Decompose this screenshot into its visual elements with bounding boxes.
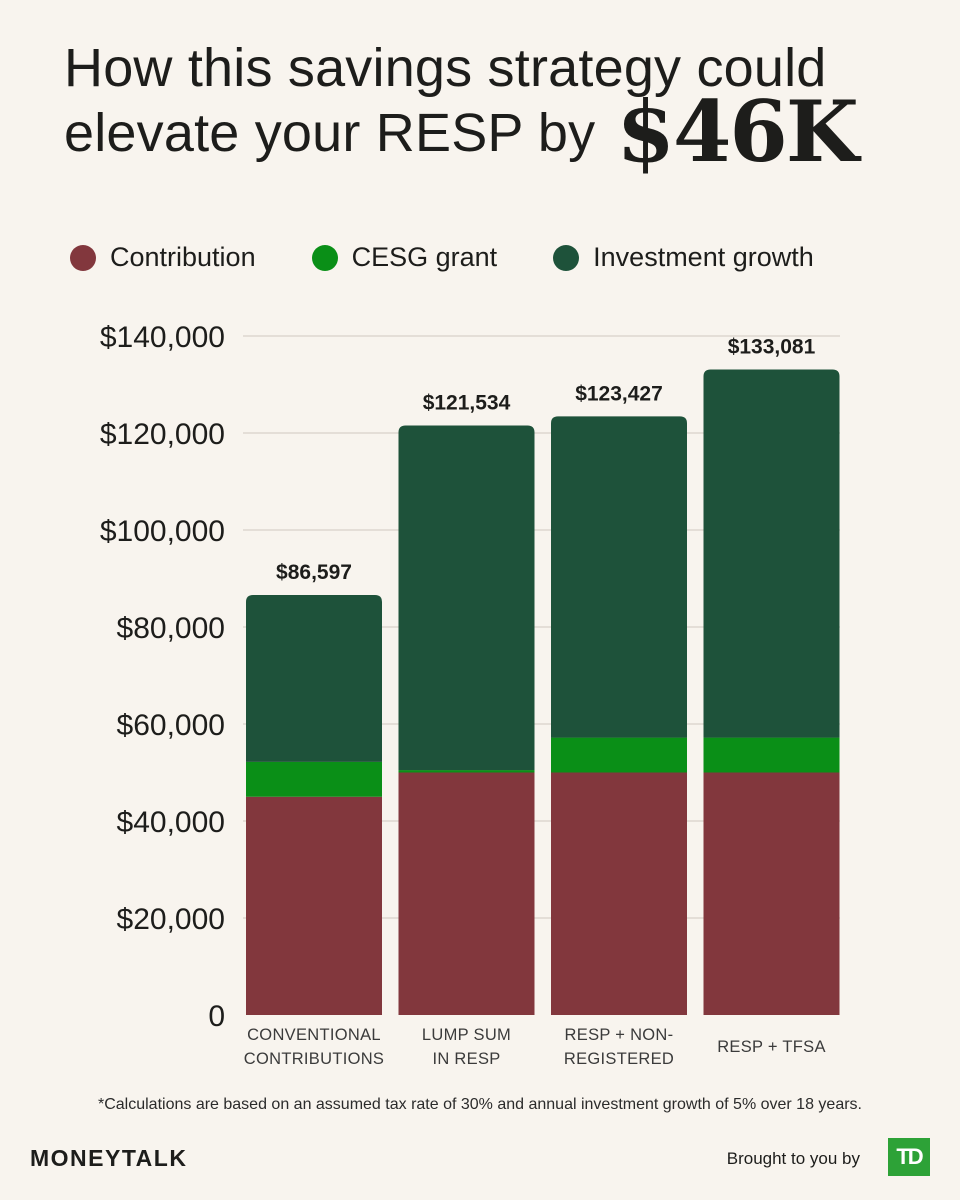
bar-total-label: $123,427 [575, 382, 663, 405]
legend-swatch-cesg-grant [311, 244, 338, 271]
bar-segment-contribution [551, 772, 687, 1015]
legend: Contribution CESG grant Investment growt… [70, 242, 890, 273]
td-logo: TD [888, 1138, 930, 1176]
x-category-label: RESP + TFSA [717, 1038, 826, 1056]
y-tick-label: $40,000 [117, 806, 225, 839]
x-category-label: CONTRIBUTIONS [244, 1050, 384, 1068]
bar-total-label: $133,081 [728, 336, 816, 359]
bar-segment-cesg-grant [246, 761, 382, 797]
x-category-label: CONVENTIONAL [247, 1026, 381, 1044]
y-tick-label: $80,000 [117, 612, 225, 645]
legend-item-contribution: Contribution [70, 242, 256, 273]
brought-to-you-by: Brought to you by [726, 1149, 860, 1168]
brand-logo: MONEYTALK [30, 1145, 188, 1171]
bar-segment-cesg-grant [703, 737, 840, 773]
legend-swatch-contribution [70, 244, 96, 271]
bar-segment-contribution [398, 772, 535, 1015]
stacked-bar-chart: 0 $20,000 $40,000 $60,000 $80,000 $100,000 $12… [100, 321, 840, 1068]
title-line-2: elevate your RESP by [64, 103, 596, 163]
bar-segment-contribution [246, 796, 382, 1015]
y-tick-label: $60,000 [117, 709, 225, 742]
y-tick-label: $140,000 [100, 321, 225, 354]
legend-label-cesg-grant: CESG grant [351, 242, 498, 272]
x-category-label: RESP + NON- [565, 1026, 674, 1044]
bar-segment-investment-growth [703, 369, 840, 738]
footnote: *Calculations are based on an assumed ta… [97, 1096, 862, 1113]
x-category-label: REGISTERED [564, 1050, 674, 1068]
legend-label-contribution: Contribution [110, 242, 256, 272]
bar-segment-investment-growth [246, 595, 382, 762]
legend-swatch-investment-growth [553, 244, 580, 271]
x-category-label: LUMP SUM [422, 1026, 511, 1044]
legend-item-investment-growth: Investment growth [553, 242, 814, 273]
title-line-1: How this savings strategy could [64, 38, 827, 98]
bar-segment-cesg-grant [398, 770, 535, 773]
bar-segment-cesg-grant [551, 737, 687, 773]
y-tick-label: 0 [208, 1000, 225, 1033]
x-category-label: IN RESP [432, 1050, 500, 1068]
legend-item-cesg-grant: CESG grant [311, 242, 498, 273]
legend-label-investment-growth: Investment growth [593, 242, 814, 272]
bar-segment-investment-growth [398, 425, 535, 771]
y-tick-label: $100,000 [100, 515, 225, 548]
bar-segment-investment-growth [551, 416, 687, 738]
y-tick-label: $120,000 [100, 418, 225, 451]
chart-title: How this savings strategy could elevate … [64, 36, 924, 174]
title-highlight: $46K [616, 82, 859, 181]
bar-total-label: $86,597 [276, 561, 352, 584]
y-tick-label: $20,000 [117, 903, 225, 936]
bar-total-label: $121,534 [423, 392, 511, 415]
bar-segment-contribution [703, 772, 840, 1015]
